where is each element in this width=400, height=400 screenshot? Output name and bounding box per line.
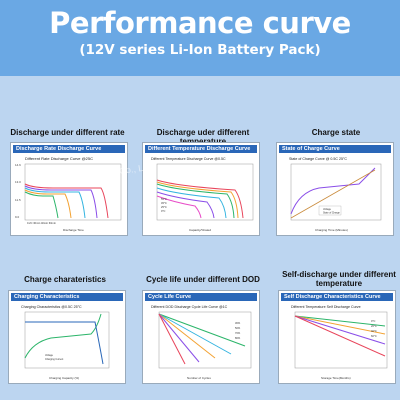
caption-discharge-temperature: Discharge uder different temperature [156, 128, 250, 146]
legend-item: 0°C [161, 209, 165, 213]
series-line [156, 179, 244, 219]
chart-charge-state: State of Charge Curve @ 0.5C 25°C Voltag… [279, 154, 391, 234]
legend-item: 25°C [161, 205, 167, 209]
series-line [156, 191, 215, 219]
panel-title: Different Temperature Discharge Curve [145, 145, 257, 153]
chart-title: Different Temperature Discharge Curve @0… [151, 157, 226, 161]
chart-discharge-temperature: Different Temperature Discharge Curve @0… [145, 154, 257, 234]
chart-card-charge-state: State of Charge Curve State of Charge Cu… [276, 142, 394, 236]
caption-discharge-rate: Discharge under different rate [10, 128, 125, 137]
series-line [24, 313, 102, 359]
legend-item: Voltage [323, 208, 332, 211]
series-line [24, 185, 98, 219]
legend-item: 40°C [371, 329, 377, 333]
series-line [156, 195, 202, 219]
x-axis-label: Discharge Time [63, 228, 84, 232]
series-line [24, 191, 59, 219]
series-line [294, 315, 386, 357]
series-line [158, 313, 200, 363]
series-line [158, 313, 232, 355]
chart-card-charge-characteristics: Charging Characteristics Charging Charac… [8, 290, 126, 384]
legend-item: 30% [235, 321, 241, 325]
series-line [294, 315, 386, 335]
series-line [25, 321, 104, 365]
legend-item: 60°C [371, 334, 377, 338]
legend-item: Charging Current [45, 358, 64, 361]
legend-item: 0°C [371, 319, 375, 323]
plot-area [290, 163, 382, 221]
page-title: Performance curve [49, 6, 351, 40]
series-line [24, 183, 109, 219]
legend-item: 80% [235, 336, 241, 340]
legend-item: 55°C [161, 197, 167, 201]
legend-item: State of Charge [323, 212, 340, 215]
series-line [294, 315, 386, 345]
x-axis-label: Charging Time (Minutes) [315, 228, 348, 232]
chart-title: Different DOD Discharge Cycle Life Curve… [151, 305, 228, 309]
y-tick-label: 11.5 [15, 198, 21, 202]
page-subtitle: (12V series Li-Ion Battery Pack) [79, 42, 321, 58]
panel-title: Self Discharge Characteristics Curve [281, 293, 393, 301]
panel-title: Cycle Life Curve [145, 293, 257, 301]
chart-discharge-rate: Different Rate Discharge Curve @25C 14.6… [13, 154, 125, 234]
series-line [24, 187, 86, 219]
series-line [156, 183, 235, 219]
legend-item: 70% [235, 331, 241, 335]
chart-charge-characteristics: Charging Characteristics @0.5C 25°C Volt… [11, 302, 123, 382]
y-tick-label: 13.0 [15, 180, 21, 184]
legend: 0°C 20°C 40°C 60°C [371, 319, 377, 338]
x-axis-label: Number of Cycles [187, 376, 211, 380]
chart-card-cycle-life: Cycle Life Curve Different DOD Discharge… [142, 290, 260, 384]
chart-self-discharge: Different Temperature Self Discharge Cur… [281, 302, 393, 382]
chart-cycle-life: Different DOD Discharge Cycle Life Curve… [145, 302, 257, 382]
series-line [156, 181, 239, 219]
y-tick-label: 9.0 [15, 215, 20, 219]
plot-area [24, 311, 110, 369]
series-line [294, 315, 386, 327]
chart-card-discharge-temperature: Different Temperature Discharge Curve Di… [142, 142, 260, 236]
y-tick-labels: 14.6 13.0 11.5 9.0 [15, 163, 21, 219]
legend: 55°C 45°C 25°C 0°C [161, 197, 167, 213]
series-line [158, 313, 246, 347]
legend-item: Voltage [45, 354, 54, 357]
series-line [290, 169, 376, 219]
plot-area [158, 311, 252, 369]
series-line [24, 189, 72, 219]
legend: 0.2C 30min 40min 60min [27, 221, 56, 225]
caption-self-discharge: Self-discharge under different temperatu… [282, 270, 396, 288]
y-tick-label: 14.6 [15, 163, 21, 167]
plot-area [294, 311, 388, 369]
caption-charge-state: Charge state [311, 128, 361, 137]
x-axis-label: Charging Capacity (%) [49, 376, 79, 380]
caption-cycle-life: Cycle life under different DOD [146, 275, 260, 284]
panel-title: State of Charge Curve [279, 145, 391, 153]
series-line [158, 313, 216, 359]
legend-item: 20°C [371, 324, 377, 328]
caption-charge-characteristics: Charge charateristics [24, 275, 106, 284]
panel-title: Discharge Rate Discharge Curve [13, 145, 125, 153]
legend-item: 45°C [161, 201, 167, 205]
chart-title: Charging Characteristics @0.5C 25°C [21, 305, 82, 309]
legend-item: 50% [235, 326, 241, 330]
chart-title: State of Charge Curve @ 0.5C 25°C [289, 157, 347, 161]
x-axis-label: Capacity/%rated [189, 228, 211, 232]
chart-card-self-discharge: Self Discharge Characteristics Curve Dif… [278, 290, 396, 384]
panel-title: Charging Characteristics [11, 293, 123, 301]
x-axis-label: Storage Time(Months) [321, 376, 351, 380]
chart-title: Different Temperature Self Discharge Cur… [291, 305, 361, 309]
series-line [156, 187, 227, 219]
chart-card-discharge-rate: Discharge Rate Discharge Curve Different… [10, 142, 128, 236]
series-line [158, 313, 186, 365]
legend: 30% 50% 70% 80% [235, 321, 241, 340]
chart-title: Different Rate Discharge Curve @25C [25, 156, 93, 161]
